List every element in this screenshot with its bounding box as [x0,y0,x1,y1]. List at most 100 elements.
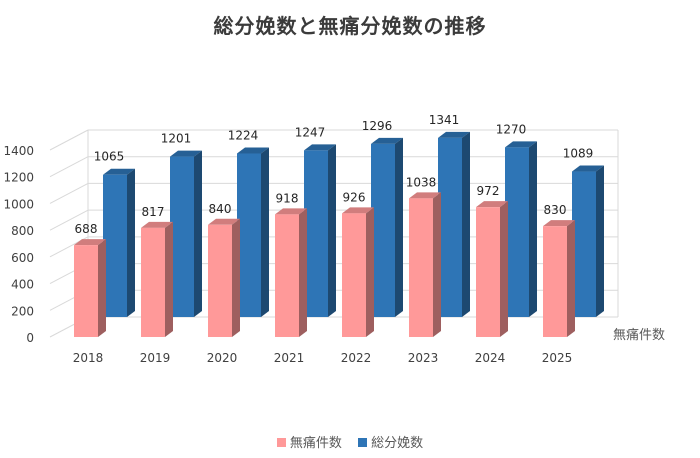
bar-series1-3 [275,208,307,337]
bar-series2-1-face [170,156,194,317]
data-label-series2-6: 1270 [496,122,527,136]
bar-series1-6 [476,201,508,337]
bar-series1-3-top [275,208,307,215]
data-label-series1-5: 1038 [406,175,437,189]
bar-series2-4-top [371,137,403,144]
legend-swatch-series-2 [358,438,368,447]
bar-series2-6-face [505,147,529,317]
legend-item-series-2: 総分娩数 [358,432,423,451]
bar-series1-6-top [476,201,508,208]
data-label-series2-3: 1247 [295,125,326,139]
bar-series2-3-face [304,150,328,317]
bar-series2-2 [237,147,269,317]
bar-series2-3 [304,144,336,317]
gridline-side-6 [49,156,89,178]
gridline-side-5 [49,182,89,204]
x-tick-label-5: 2023 [408,351,439,365]
data-label-series2-5: 1341 [429,113,460,127]
y-tick-label-5: 1000 [3,197,34,211]
depth-axis-label: 無痛件数 [613,328,666,343]
bar-series1-7-face [543,226,567,337]
bar-series1-4-top [342,207,374,214]
bar-series1-4-face [342,213,366,337]
y-tick-label-2: 400 [11,278,34,292]
bar-series2-3-side [328,144,336,317]
bar-series1-1-side [165,221,173,337]
bar-series2-2-side [261,147,269,317]
bar-series1-2 [208,218,240,337]
bar-series1-1-face [141,227,165,337]
bar-series1-1-top [141,221,173,228]
bar-series1-2-top [208,218,240,225]
legend-label-series-2: 総分娩数 [371,436,424,451]
bar-series2-6 [505,141,537,317]
data-label-series1-2: 840 [209,202,232,216]
bar-series2-5-side [462,131,470,317]
chart-title: 総分娩数と無痛分娩数の推移 [213,14,487,38]
bar-series1-3-face [275,214,299,337]
y-axis-ticks: 0 200 400 600 800 1000 1200 1400 [3,144,34,345]
bar-series1-0-top [74,239,106,246]
data-label-series2-4: 1296 [362,119,393,133]
x-tick-label-6: 2024 [475,351,506,365]
x-tick-label-0: 2018 [73,351,104,365]
bar-series2-0-top [103,168,135,175]
y-tick-label-0: 0 [26,331,34,345]
bar-series1-6-side [500,201,508,337]
bar-series1-2-side [232,218,240,337]
y-tick-label-6: 1200 [3,171,34,185]
x-tick-label-2: 2020 [207,351,238,365]
bar-series2-2-top [237,147,269,154]
legend: 無痛件数 総分娩数 [0,432,700,451]
series-back [103,131,604,317]
x-tick-label-3: 2021 [274,351,305,365]
bar-series1-7 [543,220,575,337]
bar-series1-5-side [433,192,441,337]
bar-series1-0-side [98,239,106,337]
bar-series2-0 [103,168,135,317]
bar-series1-4-side [366,207,374,337]
bar-series2-0-side [127,168,135,317]
bar-series2-1 [170,150,202,317]
legend-item-series-1: 無痛件数 [276,432,342,451]
bar-series1-2-face [208,224,232,337]
bar-series2-7-side [596,165,604,317]
y-tick-label-3: 600 [11,251,34,265]
data-label-series1-0: 688 [75,222,98,236]
data-labels: 1065 1201 1224 1247 1296 1341 1270 1089 688 817 84… [75,113,594,236]
bar-series1-5-top [409,192,441,199]
bar-series1-5-face [409,198,433,337]
legend-swatch-series-1 [276,438,286,447]
bar-series1-7-top [543,220,575,227]
bar-series1-0 [74,239,106,337]
bar-series2-3-top [304,144,336,151]
bar-series2-1-top [170,150,202,157]
bar-series2-4 [371,137,403,317]
data-label-series1-1: 817 [142,205,165,219]
y-tick-label-1: 200 [11,304,34,318]
x-axis-ticks: 2018 2019 2020 2021 2022 2023 2024 2025 [73,351,573,365]
bar-series2-0-face [103,174,127,317]
bar-series1-7-side [567,220,575,337]
x-tick-label-4: 2022 [341,351,372,365]
bar-series2-7-top [572,165,604,172]
bar-series2-4-side [395,137,403,317]
bar-series2-1-side [194,150,202,317]
y-tick-label-4: 800 [11,224,34,238]
data-label-series2-2: 1224 [228,129,259,143]
bar-series1-4 [342,207,374,337]
data-label-series1-7: 830 [544,203,567,217]
data-label-series1-3: 918 [276,191,299,205]
series-front [74,192,575,337]
bar-series2-6-side [529,141,537,317]
data-label-series1-4: 926 [343,190,366,204]
gridline-side-7 [49,129,89,151]
y-tick-label-7: 1400 [3,144,34,158]
x-tick-label-1: 2019 [140,351,171,365]
bar-series2-4-face [371,143,395,317]
data-label-series2-1: 1201 [161,132,192,146]
bar-series1-1 [141,221,173,337]
data-label-series1-6: 972 [477,184,500,198]
